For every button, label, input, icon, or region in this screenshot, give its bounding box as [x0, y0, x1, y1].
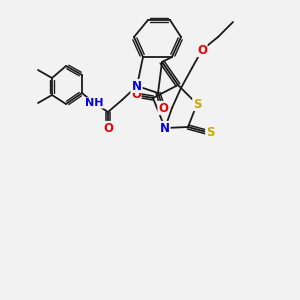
Text: O: O	[131, 88, 141, 101]
Text: O: O	[158, 101, 168, 115]
Text: N: N	[160, 122, 170, 134]
Text: N: N	[132, 80, 142, 92]
Text: O: O	[197, 44, 207, 56]
Text: NH: NH	[85, 98, 103, 108]
Text: S: S	[206, 127, 214, 140]
Text: S: S	[193, 98, 201, 110]
Text: O: O	[103, 122, 113, 134]
